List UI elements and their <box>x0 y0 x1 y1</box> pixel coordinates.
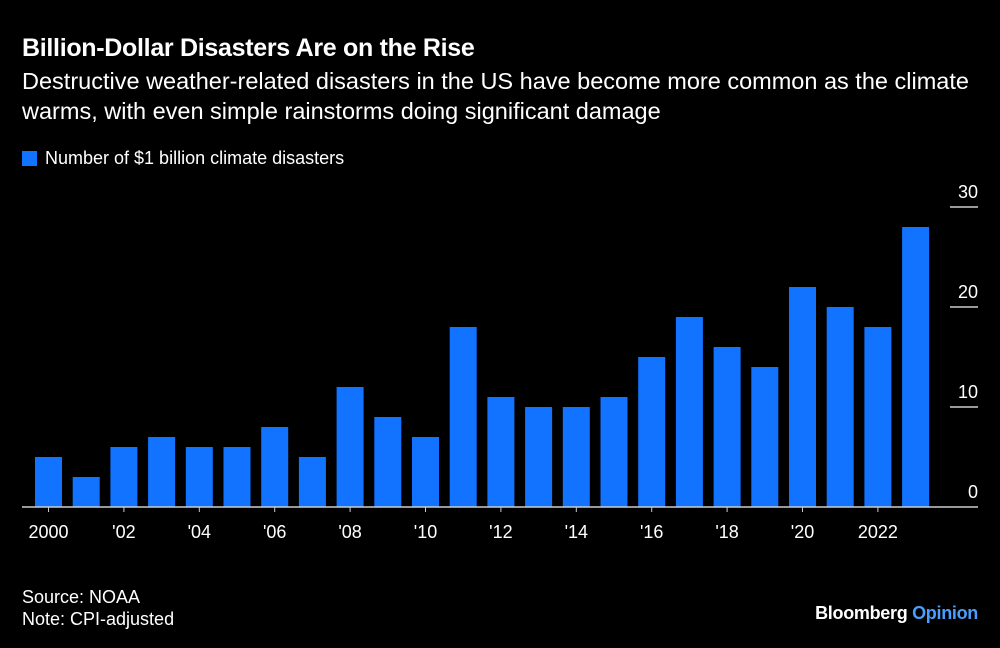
y-tick-label: 10 <box>958 382 978 402</box>
bar-2021 <box>826 307 854 507</box>
x-tick-label: '06 <box>263 522 286 542</box>
bar-2007 <box>298 457 326 507</box>
legend-label: Number of $1 billion climate disasters <box>45 148 345 168</box>
source-text: Source: NOAA <box>22 587 141 607</box>
chart-title: Billion-Dollar Disasters Are on the Rise <box>22 34 475 62</box>
x-tick-label: '16 <box>640 522 663 542</box>
x-tick-label: 2022 <box>858 522 898 542</box>
x-tick-label: '08 <box>338 522 361 542</box>
bar-2012 <box>487 397 515 507</box>
y-tick-label: 30 <box>958 182 978 202</box>
bar-2005 <box>223 447 251 507</box>
bar-2001 <box>72 477 100 507</box>
bar-2018 <box>713 347 741 507</box>
bar-2023 <box>902 227 930 507</box>
bar-2017 <box>675 317 703 507</box>
bar-2016 <box>638 357 666 507</box>
bar-2011 <box>449 327 477 507</box>
legend: Number of $1 billion climate disasters <box>22 148 344 169</box>
bar-2014 <box>562 407 590 507</box>
bar-2010 <box>412 437 439 507</box>
brand-section: Opinion <box>912 603 978 623</box>
x-tick-label: '14 <box>565 522 588 542</box>
x-tick-label: '02 <box>112 522 135 542</box>
chart-subtitle: Destructive weather-related disasters in… <box>22 68 969 124</box>
bar-2006 <box>261 427 289 507</box>
x-tick-label: '18 <box>715 522 738 542</box>
x-tick-label: '04 <box>188 522 211 542</box>
x-tick-label: '12 <box>489 522 512 542</box>
bar-2015 <box>600 397 628 507</box>
brand-name: Bloomberg <box>815 603 908 623</box>
bar-2020 <box>789 287 816 507</box>
bar-2008 <box>336 387 364 507</box>
x-tick-label: 2000 <box>28 522 68 542</box>
bar-2019 <box>751 367 779 507</box>
x-tick-label: '10 <box>414 522 437 542</box>
y-tick-label: 20 <box>958 282 978 302</box>
bar-2004 <box>185 447 213 507</box>
bar-2022 <box>864 327 892 507</box>
brand-logo: Bloomberg Opinion <box>815 603 978 624</box>
x-tick-label: '20 <box>791 522 814 542</box>
legend-swatch <box>22 151 37 166</box>
bar-2003 <box>148 437 176 507</box>
note-text: Note: CPI-adjusted <box>22 609 175 629</box>
y-tick-label: 0 <box>968 482 978 502</box>
bar-2009 <box>374 417 402 507</box>
bar-2000 <box>35 457 62 507</box>
bar-2002 <box>110 447 138 507</box>
bar-2013 <box>525 407 553 507</box>
